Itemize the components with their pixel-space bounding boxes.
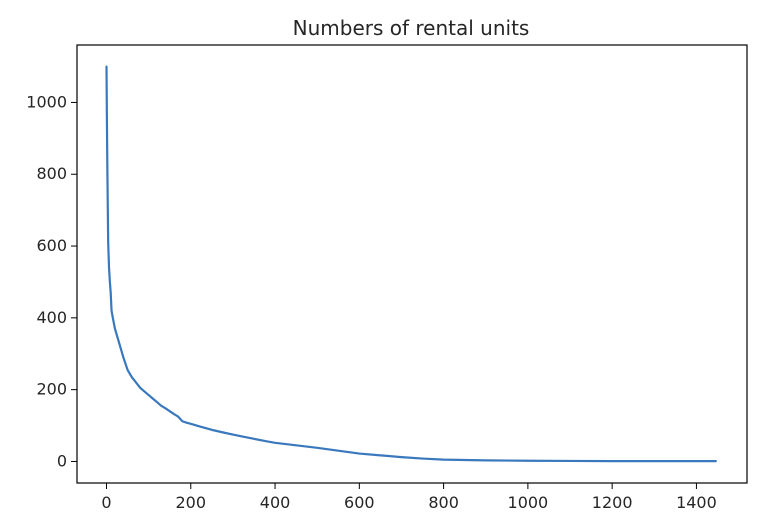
x-tick-label: 1000 (508, 493, 549, 512)
x-tick-label: 800 (428, 493, 459, 512)
x-tick-label: 1400 (676, 493, 717, 512)
y-tick-label: 800 (36, 164, 67, 183)
x-tick-label: 1200 (592, 493, 633, 512)
x-tick-label: 200 (176, 493, 207, 512)
y-tick-label: 1000 (26, 92, 67, 111)
plot-area-frame (76, 44, 748, 484)
y-tick-label: 0 (57, 451, 67, 470)
chart-title: Numbers of rental units (293, 16, 530, 40)
x-tick-label: 400 (260, 493, 291, 512)
x-tick-label: 0 (101, 493, 111, 512)
rental-units-line (105, 65, 717, 463)
y-tick-label: 200 (36, 380, 67, 399)
y-tick-label: 600 (36, 236, 67, 255)
y-axis: 0 200 400 600 800 1000 (26, 92, 77, 470)
x-axis: 0 200 400 600 800 1000 1200 1400 (101, 483, 717, 512)
x-tick-label: 600 (344, 493, 375, 512)
y-tick-label: 400 (36, 308, 67, 327)
